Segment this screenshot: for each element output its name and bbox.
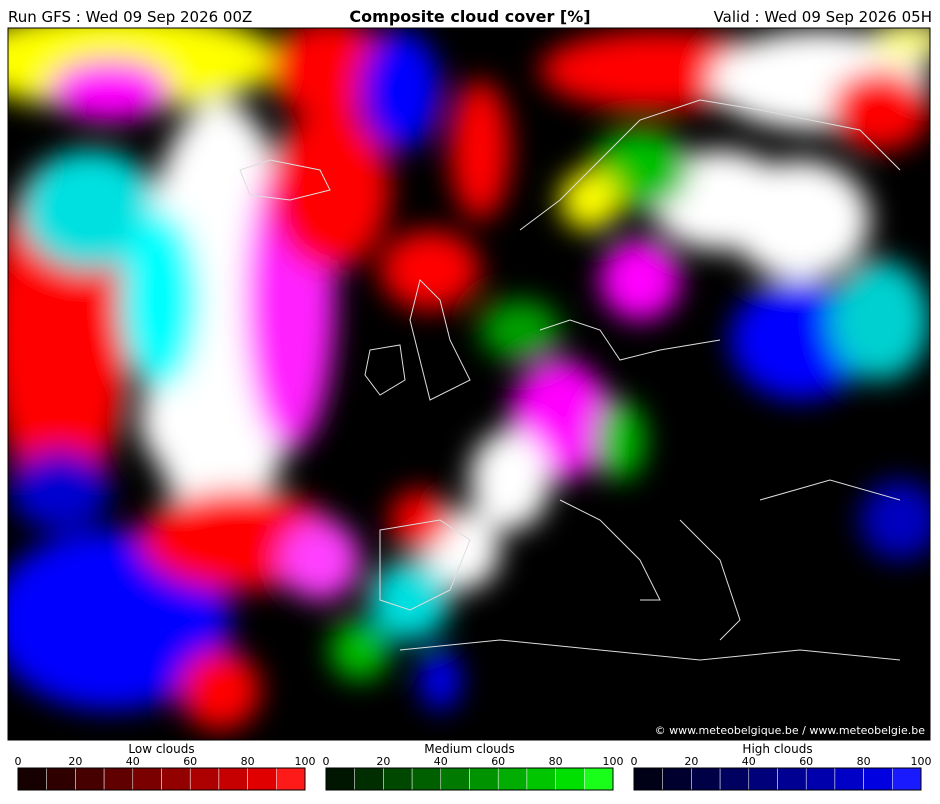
legends: Low clouds 0 20 40 60 80 100 Medium clouds 0 20 40… (15, 742, 932, 791)
run-label: Run GFS : Wed 09 Sep 2026 00Z (8, 8, 252, 26)
legend-tick-label: 80 (549, 755, 563, 768)
legend-swatch (218, 767, 248, 791)
legend-swatch (46, 767, 76, 791)
legend-title: Low clouds (128, 742, 194, 756)
legend-swatch (103, 767, 134, 791)
legend-tick-label: 20 (684, 755, 698, 768)
legend-title: Medium clouds (424, 742, 515, 756)
legend-swatch (805, 767, 836, 791)
legend-tick-label: 0 (631, 755, 638, 768)
legend-swatch (132, 767, 162, 791)
legend-title: High clouds (742, 742, 812, 756)
legend-swatch (834, 767, 864, 791)
legend-swatch (161, 767, 191, 791)
legend-swatch (383, 767, 413, 791)
legend-swatch (17, 767, 47, 791)
legend-swatch (354, 767, 384, 791)
legend-swatch (633, 767, 663, 791)
legend-swatch (276, 767, 306, 791)
legend-tick-label: 80 (241, 755, 255, 768)
legend-swatch (440, 767, 470, 791)
map-title: Composite cloud cover [%] (349, 7, 590, 26)
map (8, 28, 930, 740)
map-frame (7, 27, 931, 741)
legend-tick-label: 100 (295, 755, 316, 768)
legend-tick-label: 60 (183, 755, 197, 768)
legend-tick-label: 40 (126, 755, 140, 768)
legend-tick-label: 40 (434, 755, 448, 768)
legend-swatch (411, 767, 442, 791)
legend-tick-label: 0 (323, 755, 330, 768)
legend-tick-label: 40 (742, 755, 756, 768)
legend-frame (17, 767, 306, 791)
legend-swatch (75, 767, 105, 791)
legend-swatch (662, 767, 692, 791)
legend-tick-label: 100 (603, 755, 624, 768)
legend-swatch (691, 767, 721, 791)
legend-swatch (247, 767, 277, 791)
legend-swatch (777, 767, 807, 791)
valid-label: Valid : Wed 09 Sep 2026 05H (714, 8, 932, 26)
legend-swatch (584, 767, 614, 791)
legend-swatch (892, 767, 922, 791)
legend-tick-label: 0 (15, 755, 22, 768)
legend-swatch (748, 767, 778, 791)
legend-tick-label: 20 (376, 755, 390, 768)
legend-swatch (325, 767, 355, 791)
legend-swatch (497, 767, 528, 791)
legend-tick-label: 60 (799, 755, 813, 768)
legend-swatch (555, 767, 585, 791)
legend-tick-label: 20 (68, 755, 82, 768)
legend-swatch (469, 767, 499, 791)
legend-swatch (189, 767, 220, 791)
legend-tick-label: 60 (491, 755, 505, 768)
legend-swatch (526, 767, 556, 791)
legend-swatch (719, 767, 750, 791)
legend-tick-label: 100 (911, 755, 932, 768)
legend-frame (633, 767, 922, 791)
legend-tick-label: 80 (857, 755, 871, 768)
legend-frame (325, 767, 614, 791)
map-credit: © www.meteobelgique.be / www.meteobelgie… (655, 724, 926, 737)
legend-swatch (863, 767, 893, 791)
